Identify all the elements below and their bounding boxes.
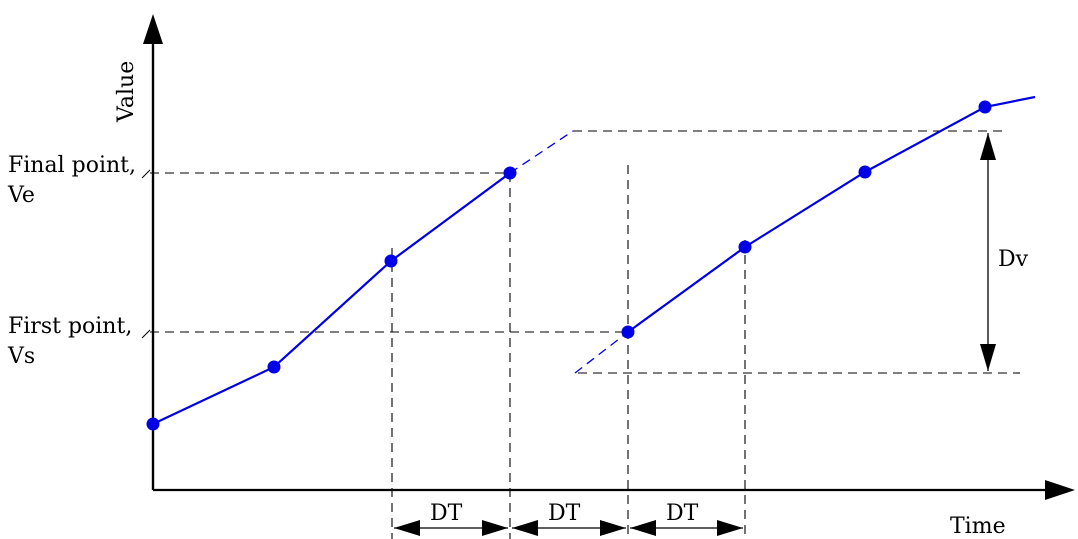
dt-label: DT [548, 501, 581, 526]
sample-points [146, 100, 992, 431]
y-axis-label: Value [114, 61, 139, 123]
dt-label: DT [430, 501, 463, 526]
first-point-leader [141, 329, 151, 339]
dv-dimension: Dv [980, 133, 1029, 371]
dv-label: Dv [998, 247, 1029, 272]
first-point-label-line1: First point, [8, 314, 132, 339]
sample-point [978, 100, 992, 114]
dt-dimension-2: DT [512, 501, 626, 536]
first-curve-segment [152, 172, 511, 425]
dt-dimension-1: DT [394, 501, 508, 536]
second-curve-segment [627, 95, 1036, 333]
final-point-label-line2: Ve [7, 183, 35, 208]
axes [143, 14, 1075, 500]
x-axis-arrowhead [1045, 480, 1075, 500]
final-sample-point [503, 166, 517, 180]
value-curve [152, 95, 1036, 425]
x-axis-label: Time [950, 514, 1006, 539]
sample-point [267, 360, 281, 374]
dv-arrowhead-bottom [980, 344, 996, 371]
final-point-label-line1: Final point, [8, 153, 136, 178]
horizontal-reference-lines [150, 130, 1020, 374]
dt-dimension-3: DT [630, 501, 743, 536]
vertical-reference-lines [391, 165, 746, 539]
final-point-leader [141, 169, 151, 179]
first-curve-extension [509, 130, 574, 174]
sample-point [384, 254, 398, 268]
dt-dimensions: DT DT DT [394, 501, 743, 536]
first-point-label-line2: Vs [7, 344, 35, 369]
second-curve-extension [574, 331, 629, 374]
sample-point [146, 417, 160, 431]
dt-label: DT [666, 501, 699, 526]
first-sample-point [621, 325, 635, 339]
sample-point [858, 165, 872, 179]
sample-point [738, 240, 752, 254]
dv-arrowhead-top [980, 133, 996, 160]
y-axis-arrowhead [143, 14, 163, 44]
